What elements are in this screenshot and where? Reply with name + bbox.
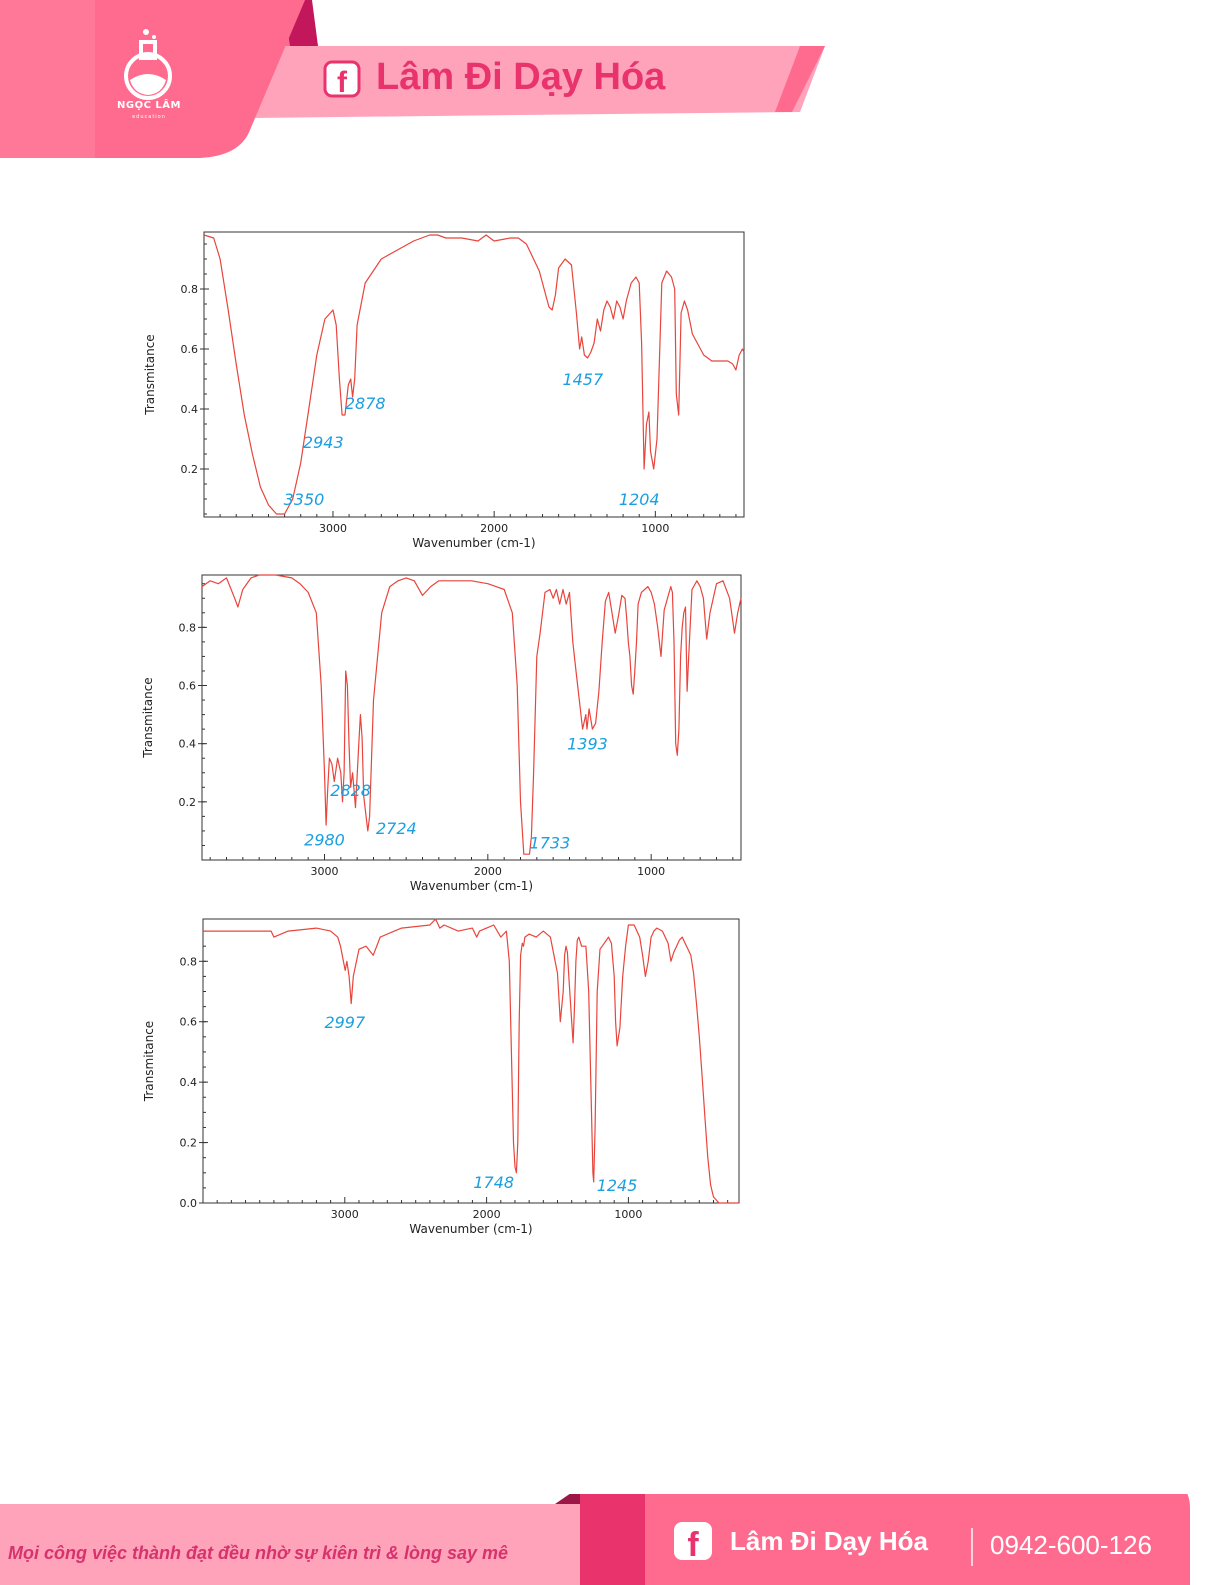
x-tick-label: 3000 bbox=[331, 1208, 359, 1221]
y-tick-label: 0.8 bbox=[180, 955, 198, 968]
y-tick-label: 0.4 bbox=[179, 738, 197, 751]
x-tick-label: 1000 bbox=[641, 522, 669, 535]
y-tick-label: 0.4 bbox=[181, 403, 199, 416]
ir-spectrum-chart-3: 3000 2000 1000 0.0 0.2 0.4 0.6 0.8 Wavenumber (c… bbox=[142, 918, 740, 1236]
logo-subtext: education bbox=[132, 114, 166, 120]
facebook-icon[interactable]: f bbox=[323, 60, 361, 98]
spectrum-line bbox=[201, 574, 742, 855]
ir-spectrum-chart-1: 3000 2000 1000 0.2 0.4 0.6 0.8 Wavenumber (cm-1… bbox=[143, 231, 745, 550]
x-tick-label: 1000 bbox=[637, 865, 665, 878]
brand-title: Lâm Đi Dạy Hóa bbox=[376, 56, 666, 98]
y-tick-label: 0.2 bbox=[180, 1137, 198, 1150]
plot-frame bbox=[201, 574, 742, 861]
y-tick-label: 0.6 bbox=[181, 343, 199, 356]
footer-brand: Lâm Đi Dạy Hóa bbox=[730, 1526, 928, 1556]
y-axis-label: Transmitance bbox=[141, 677, 155, 758]
y-tick-label: 0.8 bbox=[179, 621, 197, 634]
facebook-icon[interactable]: f bbox=[672, 1520, 714, 1562]
x-tick-label: 1000 bbox=[614, 1208, 642, 1221]
peak-label: 2980 bbox=[304, 830, 345, 849]
peak-label: 1733 bbox=[530, 833, 571, 852]
plot-frame bbox=[202, 918, 740, 1204]
y-tick-label: 0.6 bbox=[179, 680, 197, 693]
x-tick-label: 3000 bbox=[319, 522, 347, 535]
flask-logo-icon bbox=[124, 29, 172, 100]
peak-label: 2997 bbox=[324, 1013, 366, 1032]
footer-phone: 0942-600-126 bbox=[990, 1530, 1152, 1560]
x-tick-label: 2000 bbox=[473, 1208, 501, 1221]
footer-banner bbox=[0, 1494, 1190, 1585]
peak-label: 1393 bbox=[567, 734, 608, 753]
logo-text: NGỌC LÂM bbox=[117, 100, 181, 111]
x-tick-label: 2000 bbox=[474, 865, 502, 878]
svg-text:f: f bbox=[337, 66, 348, 98]
peak-label: 1457 bbox=[562, 370, 604, 389]
x-axis-label: Wavenumber (cm-1) bbox=[412, 536, 535, 550]
x-tick-label: 3000 bbox=[311, 865, 339, 878]
y-tick-label: 0.2 bbox=[179, 796, 197, 809]
ir-spectrum-chart-2: 3000 2000 1000 0.2 0.4 0.6 0.8 Wavenumber (cm-1… bbox=[141, 574, 742, 893]
peak-label: 1204 bbox=[619, 490, 660, 509]
x-tick-label: 2000 bbox=[480, 522, 508, 535]
y-axis-label: Transmitance bbox=[142, 1021, 156, 1102]
x-axis-label: Wavenumber (cm-1) bbox=[409, 1222, 532, 1236]
y-tick-label: 0.0 bbox=[180, 1197, 198, 1210]
peak-label: 2943 bbox=[303, 433, 344, 452]
footer-slogan: Mọi công việc thành đạt đều nhờ sự kiên … bbox=[8, 1543, 509, 1563]
y-tick-label: 0.4 bbox=[180, 1076, 198, 1089]
peak-label: 3350 bbox=[284, 490, 325, 509]
y-tick-label: 0.6 bbox=[180, 1016, 198, 1029]
peak-label: 2724 bbox=[376, 819, 417, 838]
peak-label: 1245 bbox=[597, 1176, 638, 1195]
footer-separator bbox=[971, 1528, 973, 1566]
y-axis-label: Transmitance bbox=[143, 334, 157, 415]
svg-text:f: f bbox=[687, 1526, 699, 1562]
x-axis-label: Wavenumber (cm-1) bbox=[410, 879, 533, 893]
peak-label: 2828 bbox=[330, 781, 371, 800]
peak-label: 1748 bbox=[473, 1173, 514, 1192]
peak-label: 2878 bbox=[345, 394, 386, 413]
spectrum-line bbox=[203, 918, 739, 1204]
y-tick-label: 0.8 bbox=[181, 283, 199, 296]
y-tick-label: 0.2 bbox=[181, 463, 199, 476]
spectrum-line bbox=[203, 234, 745, 515]
